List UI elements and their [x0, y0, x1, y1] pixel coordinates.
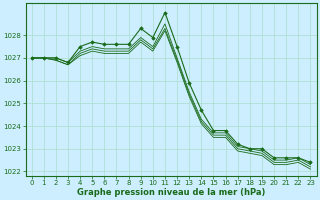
X-axis label: Graphe pression niveau de la mer (hPa): Graphe pression niveau de la mer (hPa) [77, 188, 265, 197]
